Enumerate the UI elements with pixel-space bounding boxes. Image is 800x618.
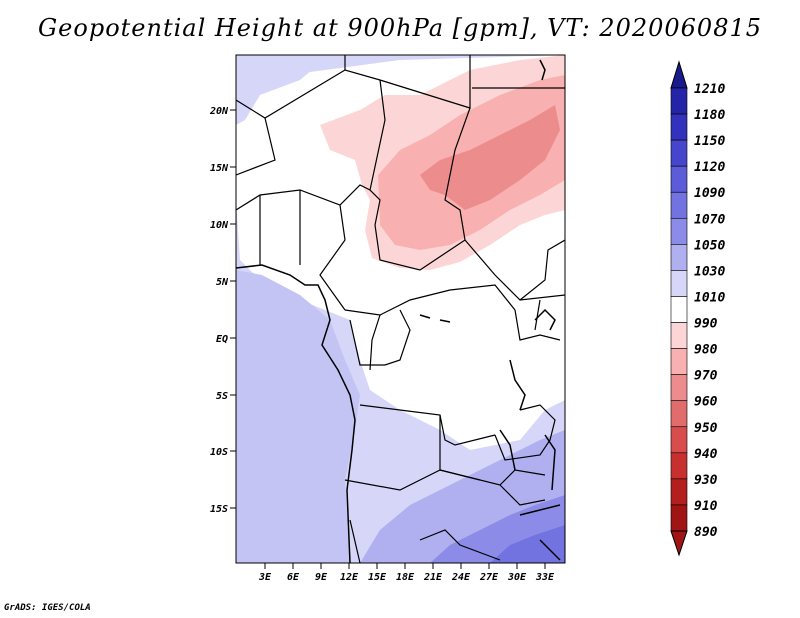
lon-axis: 3E 6E 9E 12E 15E 18E 21E 24E 27E 30E 33E	[258, 563, 555, 583]
colorbar-segment	[670, 348, 688, 375]
colorbar-segment	[670, 374, 688, 402]
colorbar-segment	[670, 322, 688, 349]
colorbar-top-arrow	[670, 60, 688, 89]
lat-label-5s: 5S	[216, 391, 228, 402]
colorbar-label: 990	[694, 317, 718, 332]
lon-label-6e: 6E	[287, 572, 300, 583]
lon-label-27e: 27E	[479, 572, 499, 583]
coastline	[236, 59, 561, 563]
colorbar-segment	[670, 191, 688, 219]
lon-label-9e: 9E	[315, 572, 328, 583]
lat-label-10s: 10S	[210, 447, 228, 458]
lon-label-12e: 12E	[340, 572, 359, 583]
colorbar-label: 910	[694, 499, 718, 514]
field-se-1090	[490, 525, 565, 563]
colorbar-segment	[670, 296, 688, 323]
colorbar-label: 1210	[694, 82, 725, 97]
grads-credit: GrADS: IGES/COLA	[4, 603, 91, 613]
lon-label-33e: 33E	[535, 572, 555, 583]
field-nw-lavender	[236, 55, 330, 125]
colorbar-label: 970	[694, 369, 718, 384]
colorbar-label: 960	[694, 395, 718, 410]
colorbar-label: 1150	[694, 134, 725, 149]
lon-label-18e: 18E	[396, 572, 415, 583]
colorbar-segment	[670, 478, 688, 506]
lon-label-30e: 30E	[507, 572, 527, 583]
colorbar-label: 980	[694, 343, 718, 358]
colorbar-label: 1180	[694, 108, 725, 123]
colorbar-segment	[670, 400, 688, 428]
colorbar-segment	[670, 504, 688, 532]
colorbar-label: 930	[694, 473, 718, 488]
colorbar-segment	[670, 217, 688, 245]
lon-label-15e: 15E	[368, 572, 387, 583]
lat-label-eq: EQ	[216, 334, 228, 345]
colorbar-segment	[670, 244, 688, 271]
lat-label-5n: 5N	[216, 277, 229, 288]
lon-label-3e: 3E	[258, 572, 272, 583]
colorbar-segment	[670, 270, 688, 297]
field-west-lavender	[236, 270, 360, 563]
colorbar-segment	[670, 452, 688, 480]
field-pink-960	[420, 105, 560, 210]
lat-label-10n: 10N	[210, 220, 229, 231]
colorbar-label: 1030	[694, 264, 725, 279]
colorbar-label: 1070	[694, 212, 725, 227]
colorbar-bottom-arrow	[670, 530, 688, 557]
colorbar-label: 1090	[694, 186, 725, 201]
lat-label-20n: 20N	[209, 106, 229, 117]
colorbar-label: 1010	[694, 290, 725, 305]
colorbar-segment	[670, 139, 688, 167]
colorbar-label: 940	[694, 447, 718, 462]
chart-title: Geopotential Height at 900hPa [gpm], VT:…	[38, 14, 762, 42]
lat-label-15n: 15N	[210, 163, 229, 174]
lat-label-15s: 15S	[210, 504, 228, 515]
colorbar-label: 950	[694, 421, 718, 436]
lon-label-21e: 21E	[423, 572, 443, 583]
colorbar-label: 1050	[694, 238, 725, 253]
map-frame	[235, 54, 566, 564]
lat-axis: 20N 15N 10N 5N EQ 5S 10S 15S	[209, 106, 236, 515]
lon-label-24e: 24E	[451, 572, 471, 583]
colorbar-label: 890	[694, 525, 718, 540]
colorbar-segment	[670, 426, 688, 454]
colorbar: 1210 1180 1150 1120 1090 1070 1050 1030 1010 990 9…	[670, 60, 725, 557]
height-field	[236, 55, 565, 563]
colorbar-segment	[670, 113, 688, 141]
country-borders	[236, 55, 565, 563]
colorbar-segment	[670, 87, 688, 115]
colorbar-segment	[670, 165, 688, 193]
colorbar-label: 1120	[694, 160, 725, 175]
